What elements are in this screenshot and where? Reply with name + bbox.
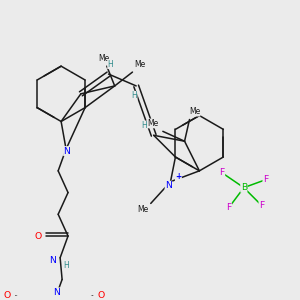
Text: O: O xyxy=(98,291,105,300)
Text: F: F xyxy=(220,168,225,177)
Text: N: N xyxy=(49,256,56,265)
Text: N: N xyxy=(64,147,70,156)
Text: H: H xyxy=(141,121,147,130)
Text: N: N xyxy=(165,181,172,190)
Text: O: O xyxy=(3,291,10,300)
Text: Me: Me xyxy=(147,119,159,128)
Text: N: N xyxy=(53,288,60,297)
Text: H: H xyxy=(63,261,69,270)
Text: F: F xyxy=(226,203,232,212)
Text: F: F xyxy=(263,175,268,184)
Text: O: O xyxy=(35,232,42,241)
Text: H: H xyxy=(131,91,137,100)
Text: Me: Me xyxy=(98,54,110,63)
Text: +: + xyxy=(175,172,182,181)
Text: F: F xyxy=(259,201,264,210)
Text: Me: Me xyxy=(189,107,200,116)
Text: Me: Me xyxy=(137,205,148,214)
Text: H: H xyxy=(108,60,113,69)
Text: B: B xyxy=(241,183,247,192)
Text: Me: Me xyxy=(135,60,146,69)
